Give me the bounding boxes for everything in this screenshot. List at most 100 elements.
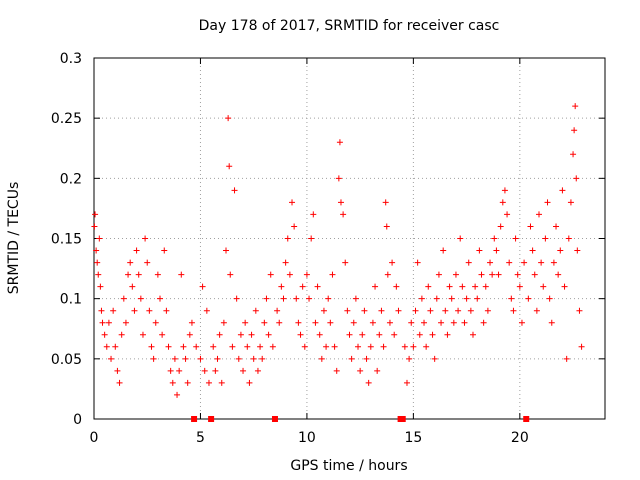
data-point: [133, 247, 140, 254]
data-point: [97, 283, 104, 290]
y-tick-label: 0.15: [51, 232, 82, 248]
data-point: [216, 331, 223, 338]
data-point: [372, 283, 379, 290]
data-point: [472, 283, 479, 290]
data-point: [108, 355, 115, 362]
data-point: [538, 259, 545, 266]
data-point: [286, 271, 293, 278]
data-point: [414, 259, 421, 266]
data-point: [512, 235, 519, 242]
data-point: [576, 307, 583, 314]
x-tick-label: 15: [404, 430, 422, 446]
data-point: [226, 163, 233, 170]
data-point: [244, 343, 251, 350]
data-point: [355, 343, 362, 350]
data-point: [440, 247, 447, 254]
data-point: [376, 331, 383, 338]
data-point: [561, 283, 568, 290]
data-point: [457, 235, 464, 242]
data-point: [438, 319, 445, 326]
data-point: [344, 307, 351, 314]
data-point: [331, 343, 338, 350]
data-point: [383, 223, 390, 230]
data-point: [489, 271, 496, 278]
data-point: [110, 307, 117, 314]
data-point: [278, 283, 285, 290]
data-point: [157, 295, 164, 302]
data-point: [465, 259, 472, 266]
data-point: [212, 367, 219, 374]
gap-marker: [399, 416, 406, 422]
data-point: [504, 211, 511, 218]
data-point: [125, 271, 132, 278]
data-point: [386, 319, 393, 326]
data-point: [367, 343, 374, 350]
data-point: [161, 247, 168, 254]
data-point: [565, 235, 572, 242]
data-point: [284, 235, 291, 242]
data-point: [325, 295, 332, 302]
data-point: [306, 295, 313, 302]
data-point: [374, 367, 381, 374]
data-point: [478, 271, 485, 278]
x-axis: 0 5 10 15 20: [90, 58, 529, 446]
data-point: [487, 259, 494, 266]
data-point: [578, 343, 585, 350]
data-point: [220, 319, 227, 326]
data-point: [318, 355, 325, 362]
data-point: [506, 259, 513, 266]
data-point: [229, 343, 236, 350]
y-tick-label: 0.05: [51, 352, 82, 368]
data-point: [116, 379, 123, 386]
data-point: [461, 319, 468, 326]
data-point: [101, 331, 108, 338]
data-point: [316, 331, 323, 338]
data-point: [557, 247, 564, 254]
data-point: [118, 331, 125, 338]
data-point: [531, 271, 538, 278]
data-point: [193, 343, 200, 350]
data-point: [365, 379, 372, 386]
data-point: [433, 295, 440, 302]
data-point: [178, 271, 185, 278]
data-point: [546, 295, 553, 302]
data-point: [233, 295, 240, 302]
data-point: [482, 283, 489, 290]
data-point: [246, 379, 253, 386]
data-point: [103, 343, 110, 350]
data-point: [559, 187, 566, 194]
data-point: [384, 271, 391, 278]
data-point: [312, 319, 319, 326]
data-point: [176, 367, 183, 374]
data-point: [210, 343, 217, 350]
data-point: [548, 319, 555, 326]
data-point: [199, 283, 206, 290]
data-point: [259, 355, 266, 362]
data-point: [274, 307, 281, 314]
data-point: [423, 343, 430, 350]
data-point: [337, 199, 344, 206]
data-point: [250, 355, 257, 362]
data-point: [571, 127, 578, 134]
data-point: [435, 271, 442, 278]
data-point: [269, 343, 276, 350]
y-tick-label: 0.25: [51, 111, 82, 127]
data-point: [459, 283, 466, 290]
data-point: [563, 355, 570, 362]
data-point: [93, 247, 100, 254]
data-point: [105, 319, 112, 326]
data-point: [240, 367, 247, 374]
data-point: [574, 247, 581, 254]
data-point: [555, 271, 562, 278]
data-point: [573, 175, 580, 182]
data-point: [429, 331, 436, 338]
data-point: [363, 355, 370, 362]
y-tick-label: 0.2: [60, 171, 82, 187]
data-point: [335, 175, 342, 182]
data-point: [139, 331, 146, 338]
data-point: [323, 343, 330, 350]
data-point: [327, 319, 334, 326]
data-point: [467, 307, 474, 314]
data-point: [480, 319, 487, 326]
data-point: [295, 319, 302, 326]
